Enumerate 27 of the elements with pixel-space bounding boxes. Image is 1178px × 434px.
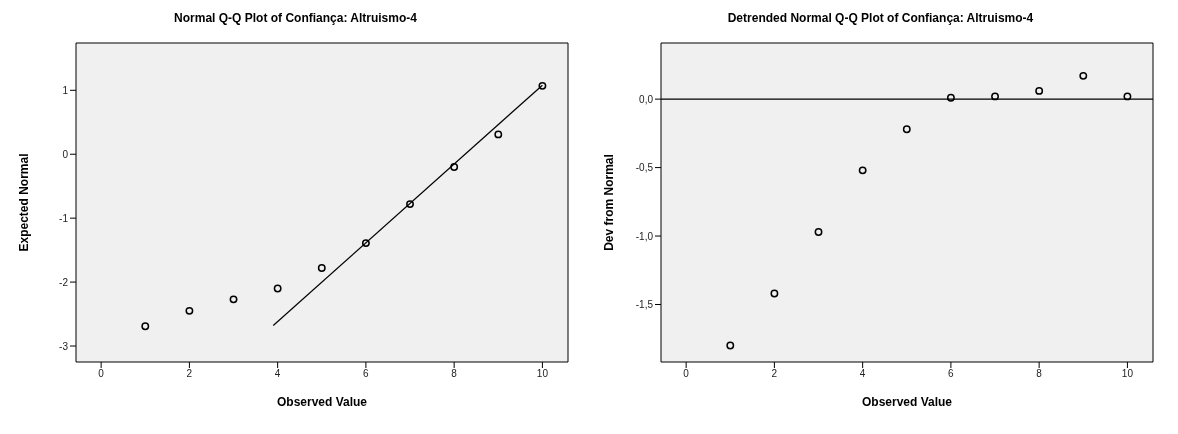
chart-title: Normal Q-Q Plot of Confiança: Altruismo-4 (173, 10, 418, 27)
x-tick-label: 8 (451, 368, 458, 380)
x-axis-title: Observed Value (861, 395, 953, 409)
x-tick-label: 0 (98, 368, 105, 380)
y-tick-label: -1 (59, 212, 69, 224)
y-tick-label: -0,5 (635, 162, 654, 174)
y-tick-label: -1,5 (635, 299, 654, 311)
y-tick-label: 1 (62, 84, 69, 96)
y-tick-label: -3 (59, 340, 69, 352)
x-tick-label: 0 (683, 368, 690, 380)
x-tick-label: 2 (186, 368, 193, 380)
x-tick-label: 4 (274, 368, 281, 380)
y-tick-label: -1,0 (635, 230, 654, 242)
y-tick-label: 0,0 (639, 93, 654, 105)
x-axis-title: Observed Value (276, 395, 368, 409)
y-axis-title: Expected Normal (17, 153, 32, 252)
x-tick-label: 2 (771, 368, 778, 380)
x-tick-label: 10 (1121, 368, 1134, 380)
y-tick-label: -2 (59, 276, 69, 288)
y-axis-title: Dev from Normal (602, 154, 617, 251)
x-tick-label: 8 (1036, 368, 1043, 380)
chart-title: Detrended Normal Q-Q Plot of Confiança: Altruismo-4 (726, 10, 1035, 27)
x-tick-label: 6 (948, 368, 955, 380)
y-tick-label: 0 (62, 148, 69, 160)
x-tick-label: 4 (859, 368, 866, 380)
x-tick-label: 10 (536, 368, 549, 380)
x-tick-label: 6 (363, 368, 370, 380)
